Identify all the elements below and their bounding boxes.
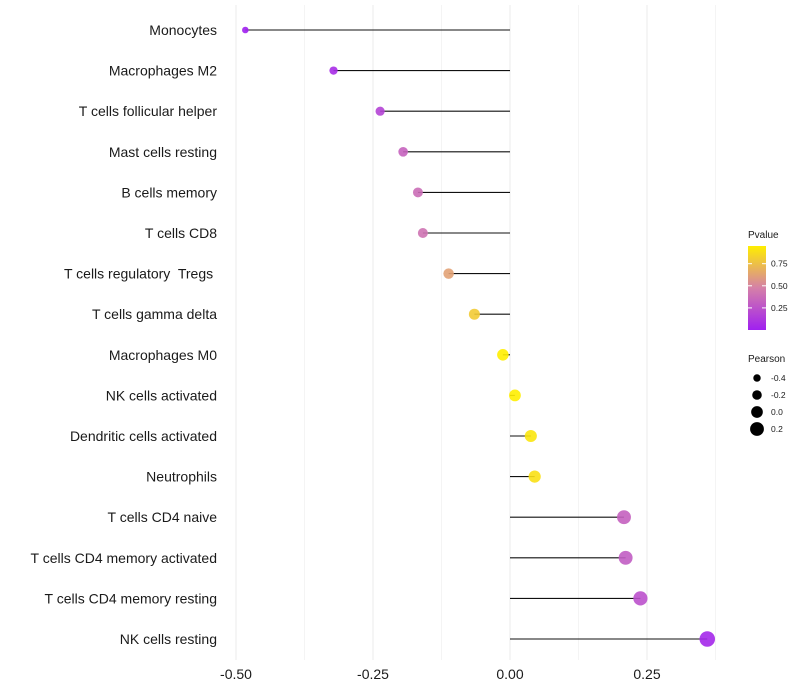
pvalue-tick-label: 0.75: [771, 259, 788, 269]
category-label: Macrophages M2: [109, 63, 217, 79]
category-label: B cells memory: [121, 184, 217, 200]
pvalue-tick-label: 0.50: [771, 281, 788, 291]
data-point: [398, 146, 408, 157]
pearson-legend: Pearson -0.4 -0.2 0.0 0.2: [748, 354, 786, 436]
category-label: T cells CD8: [145, 225, 217, 241]
data-point: [468, 308, 480, 320]
data-point: [375, 106, 385, 116]
category-label: T cells gamma delta: [92, 306, 217, 322]
category-label: Dendritic cells activated: [70, 428, 217, 444]
pearson-legend-title: Pearson: [748, 354, 785, 365]
x-tick-label: -0.50: [220, 666, 252, 682]
data-point: [329, 66, 338, 75]
data-point: [699, 631, 716, 647]
data-point: [528, 470, 541, 483]
data-point: [618, 550, 633, 565]
category-label: T cells regulatory Tregs: [64, 266, 217, 282]
category-label: NK cells resting: [120, 631, 217, 647]
x-tick-label: 0.25: [633, 666, 660, 682]
category-label: Macrophages M0: [109, 347, 217, 363]
category-label: Monocytes: [149, 22, 217, 38]
pvalue-colorbar: [748, 246, 766, 330]
pvalue-legend: Pvalue 0.25 0.50 0.75: [748, 230, 788, 330]
pearson-legend-label: 0.2: [771, 424, 783, 434]
category-label: T cells CD4 memory resting: [45, 590, 217, 606]
pearson-legend-dot: [753, 374, 761, 382]
category-label: T cells CD4 naive: [108, 509, 218, 525]
pvalue-legend-title: Pvalue: [748, 230, 779, 241]
category-label: T cells CD4 memory activated: [31, 550, 217, 566]
stem-layer: [245, 29, 708, 640]
pearson-legend-items: -0.4 -0.2 0.0 0.2: [750, 373, 786, 436]
data-point: [633, 591, 648, 606]
grid-layer: [235, 5, 716, 660]
data-point: [417, 227, 428, 239]
x-tick-label: -0.25: [357, 666, 389, 682]
pvalue-tick-label: 0.25: [771, 303, 788, 313]
pearson-legend-label: 0.0: [771, 407, 783, 417]
data-point: [617, 510, 631, 525]
pearson-legend-dot: [751, 406, 763, 418]
pearson-legend-dot: [750, 422, 764, 436]
data-point: [524, 429, 537, 443]
category-label: Mast cells resting: [109, 144, 217, 160]
data-point: [509, 389, 521, 402]
category-label: T cells follicular helper: [79, 103, 218, 119]
x-tick-label: 0.00: [496, 666, 523, 682]
data-point: [443, 268, 454, 279]
data-point: [497, 349, 509, 361]
x-axis-ticks: -0.50 -0.25 0.00 0.25: [220, 666, 661, 682]
point-layer: [242, 26, 716, 647]
pvalue-legend-ticks: 0.25 0.50 0.75: [748, 259, 788, 313]
data-point: [412, 187, 423, 198]
data-point: [242, 26, 249, 34]
category-label: NK cells activated: [106, 387, 217, 403]
pearson-legend-label: -0.2: [771, 390, 786, 400]
pearson-legend-dot: [752, 390, 762, 400]
pearson-legend-label: -0.4: [771, 373, 786, 383]
category-labels: Monocytes Macrophages M2 T cells follicula…: [31, 22, 218, 647]
category-label: Neutrophils: [146, 469, 217, 485]
